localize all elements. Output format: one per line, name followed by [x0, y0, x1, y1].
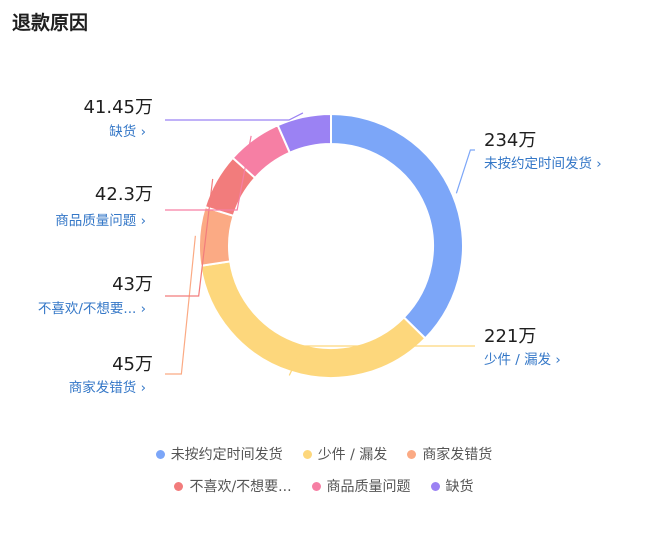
legend-dot-icon — [302, 449, 312, 459]
legend-dot-icon — [155, 449, 165, 459]
chart-title: 退款原因 — [12, 12, 89, 34]
slice-name-link[interactable]: 少件 / 漏发 › — [484, 352, 561, 368]
leader-line — [165, 112, 304, 121]
legend-item[interactable]: 不喜欢/不想要... — [174, 476, 292, 496]
donut-slice[interactable] — [199, 260, 427, 379]
legend-label: 不喜欢/不想要... — [189, 479, 292, 495]
legend-item[interactable]: 少件 / 漏发 — [302, 444, 388, 464]
slice-name-link[interactable]: 商家发错货 › — [69, 379, 146, 396]
slice-value-label: 221万 — [484, 326, 536, 347]
donut-slice[interactable] — [198, 205, 235, 267]
legend-dot-icon — [407, 449, 417, 459]
legend-row: 不喜欢/不想要... 商品质量问题 缺货 — [0, 476, 648, 496]
donut-slice[interactable] — [276, 112, 332, 154]
leader-line — [455, 149, 475, 194]
legend-label: 商品质量问题 — [326, 479, 411, 495]
legend-dot-icon — [430, 481, 440, 491]
legend-label: 商家发错货 — [422, 447, 493, 463]
slice-name-link[interactable]: 未按约定时间发货 › — [484, 155, 602, 172]
legend-item[interactable]: 缺货 — [430, 476, 474, 496]
legend-item[interactable]: 商品质量问题 — [311, 476, 411, 496]
legend-label: 缺货 — [445, 479, 474, 495]
slice-value-label: 234万 — [484, 130, 536, 151]
legend-label: 少件 / 漏发 — [317, 447, 388, 463]
donut-slice[interactable] — [330, 112, 464, 340]
slice-value-label: 43万 — [112, 274, 153, 295]
legend-row: 未按约定时间发货 少件 / 漏发 商家发错货 — [0, 444, 648, 464]
legend-label: 未按约定时间发货 — [170, 447, 283, 463]
slice-value-label: 42.3万 — [95, 184, 153, 205]
slice-name-link[interactable]: 缺货 › — [109, 123, 146, 140]
slice-name-link[interactable]: 商品质量问题 › — [55, 213, 146, 229]
leader-line — [165, 135, 252, 211]
legend-dot-icon — [174, 481, 184, 491]
leader-line — [165, 235, 196, 375]
slice-name-link[interactable]: 不喜欢/不想要... › — [38, 301, 146, 317]
legend-item[interactable]: 商家发错货 — [407, 444, 492, 464]
slice-value-label: 45万 — [112, 354, 153, 375]
legend-dot-icon — [311, 481, 321, 491]
legend-item[interactable]: 未按约定时间发货 — [155, 444, 283, 464]
leader-line — [165, 178, 214, 297]
leader-line — [288, 345, 475, 376]
slice-value-label: 41.45万 — [83, 97, 153, 118]
